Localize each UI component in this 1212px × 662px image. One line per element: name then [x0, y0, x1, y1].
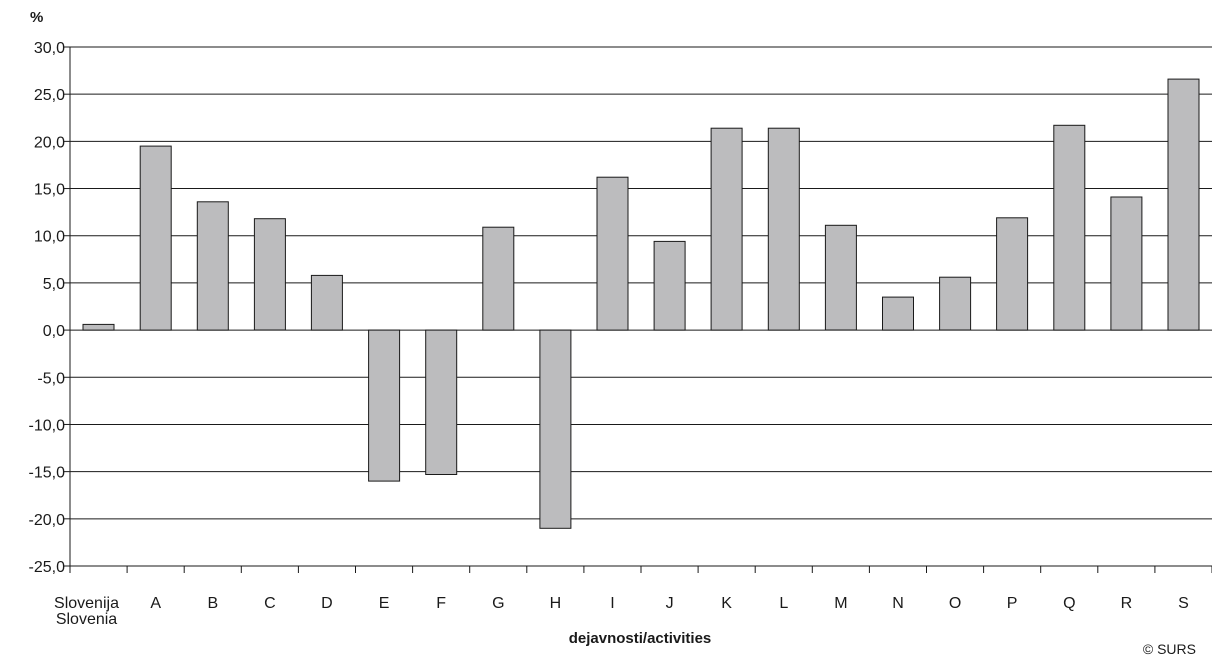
- x-tick-label: D: [321, 595, 333, 612]
- y-tick-label: 20,0: [34, 134, 65, 151]
- y-tick-label: 30,0: [34, 40, 65, 57]
- x-tick-label: S: [1178, 595, 1189, 612]
- y-tick-label: 25,0: [34, 87, 65, 104]
- bar: [310, 274, 343, 331]
- x-tick-label: E: [379, 595, 390, 612]
- bar: [368, 329, 401, 482]
- bar: [425, 329, 458, 475]
- x-tick-label: Slovenia: [56, 611, 117, 628]
- x-tick-label: F: [436, 595, 446, 612]
- x-tick-label: J: [666, 595, 674, 612]
- x-tick-label: G: [492, 595, 504, 612]
- y-tick-label: 0,0: [43, 323, 65, 340]
- x-tick-label: K: [721, 595, 732, 612]
- x-tick-label: C: [264, 595, 276, 612]
- x-tick-label: N: [892, 595, 904, 612]
- bar: [82, 323, 115, 331]
- bars: [82, 78, 1200, 529]
- bar: [596, 176, 629, 331]
- x-tick-label: I: [610, 595, 614, 612]
- x-tick-label: A: [150, 595, 161, 612]
- y-tick-label: -25,0: [29, 559, 66, 576]
- x-tick-label: Slovenija: [54, 595, 119, 612]
- bar: [253, 218, 286, 331]
- y-tick-label: 5,0: [43, 276, 65, 293]
- bar: [539, 329, 572, 529]
- y-tick-label: -20,0: [29, 512, 66, 529]
- bar: [196, 201, 229, 331]
- y-tick-label: -10,0: [29, 417, 66, 434]
- bar: [653, 240, 686, 331]
- bar: [939, 276, 972, 331]
- bar: [710, 127, 743, 331]
- bar: [1110, 196, 1143, 331]
- y-tick-label: 15,0: [34, 182, 65, 199]
- bar: [996, 217, 1029, 331]
- bar: [139, 145, 172, 331]
- x-tick-label: M: [834, 595, 847, 612]
- x-tick-label: L: [779, 595, 788, 612]
- bar: [824, 224, 857, 331]
- x-axis-label: dejavnosti/activities: [569, 630, 712, 647]
- y-tick-label: -5,0: [37, 370, 65, 387]
- labels: 30,0 25,0 20,0 15,0 10,0 5,0 0,0 -5,0 -10,0 -15,0…: [29, 40, 1189, 628]
- y-axis-label: %: [30, 9, 43, 26]
- axes: [64, 46, 1212, 573]
- y-tick-label: 10,0: [34, 229, 65, 246]
- bar: [1167, 78, 1200, 331]
- x-tick-label: H: [550, 595, 562, 612]
- bar: [767, 127, 800, 331]
- x-tick-label: R: [1121, 595, 1133, 612]
- x-tick-label: B: [207, 595, 218, 612]
- x-tick-label: O: [949, 595, 961, 612]
- credit-text: © SURS: [1143, 641, 1196, 657]
- x-tick-label: P: [1007, 595, 1018, 612]
- bar: [482, 226, 515, 331]
- gridlines: [70, 46, 1212, 567]
- y-tick-label: -15,0: [29, 465, 66, 482]
- x-tick-label: Q: [1063, 595, 1075, 612]
- bar: [882, 296, 914, 331]
- bar: [1053, 124, 1086, 331]
